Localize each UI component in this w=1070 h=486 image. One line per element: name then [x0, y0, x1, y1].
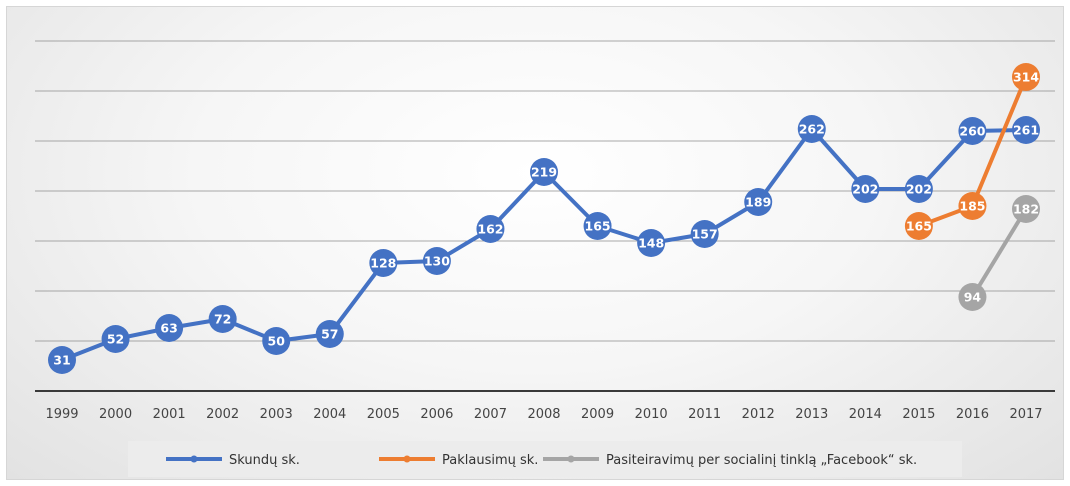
legend-entry-label: Pasiteiravimų per socialinį tinklą „Face… [606, 453, 917, 468]
x-tick-label: 2016 [956, 407, 989, 422]
data-label: 314 [1013, 70, 1039, 85]
x-tick-label: 2001 [153, 407, 186, 422]
x-tick-label: 2005 [367, 407, 400, 422]
x-tick-label: 2004 [313, 407, 346, 422]
data-point [315, 320, 344, 348]
data-label: 128 [370, 256, 396, 271]
gridlines [35, 40, 1055, 342]
data-label: 72 [214, 312, 231, 327]
data-label: 50 [268, 334, 286, 349]
data-point [476, 215, 505, 243]
x-tick-label: 2013 [795, 407, 828, 422]
legend-entry-label: Skundų sk. [229, 453, 300, 468]
data-label: 260 [959, 124, 985, 139]
data-label: 182 [1013, 202, 1039, 217]
x-tick-label: 2008 [527, 407, 560, 422]
legend-swatch-marker [190, 455, 198, 463]
series-lines [61, 76, 1028, 362]
data-point [583, 212, 612, 240]
data-label: 148 [638, 236, 664, 251]
data-point [262, 327, 291, 355]
x-tick-label: 2002 [206, 407, 239, 422]
data-label: 261 [1013, 123, 1039, 138]
data-label: 165 [585, 219, 611, 234]
data-label: 162 [477, 222, 503, 237]
x-tick-label: 2007 [474, 407, 507, 422]
data-point [369, 249, 398, 277]
data-label: 202 [852, 182, 878, 197]
x-tick-label: 2014 [849, 407, 882, 422]
x-tick-label: 2000 [99, 407, 132, 422]
x-tick-label: 2011 [688, 407, 721, 422]
data-point [1012, 116, 1040, 144]
legend: Skundų sk. Paklausimų sk. Pasiteiravimų pe… [128, 441, 962, 477]
x-tick-label: 2017 [1009, 407, 1042, 422]
legend-entry-label: Paklausimų sk. [442, 453, 538, 468]
data-label: 219 [531, 165, 557, 180]
x-tick-label: 2012 [742, 407, 775, 422]
data-point [958, 192, 987, 220]
data-point [958, 117, 987, 145]
data-point [637, 229, 666, 257]
data-point [422, 247, 451, 275]
x-tick-label: 2006 [420, 407, 453, 422]
data-point [48, 346, 76, 374]
data-point [851, 175, 880, 203]
data-point [1012, 195, 1040, 223]
data-label: 157 [692, 227, 718, 242]
data-point [904, 212, 933, 240]
data-point [904, 175, 933, 203]
data-point [797, 115, 826, 143]
data-point [208, 305, 237, 333]
data-point [744, 188, 773, 216]
x-tick-labels: 1999 2000 2001 2002 2003 2004 2005 2006 2007 2008… [45, 407, 1042, 422]
data-label: 202 [906, 182, 932, 197]
data-point [1012, 63, 1040, 91]
x-tick-label: 2010 [635, 407, 668, 422]
data-label: 185 [959, 199, 985, 214]
x-tick-label: 2015 [902, 407, 935, 422]
data-point [155, 314, 184, 342]
data-label: 189 [745, 195, 771, 210]
data-point [101, 325, 130, 353]
data-point [530, 158, 558, 186]
x-tick-label: 2009 [581, 407, 614, 422]
legend-swatch-marker [567, 455, 575, 463]
x-tick-label: 1999 [45, 407, 78, 422]
x-tick-label: 2003 [260, 407, 293, 422]
data-point [958, 283, 987, 311]
data-label: 31 [53, 353, 70, 368]
data-label: 262 [799, 122, 825, 137]
data-label: 57 [321, 327, 338, 342]
legend-swatch-marker [403, 455, 411, 463]
data-label: 94 [964, 290, 982, 305]
data-label: 52 [107, 332, 124, 347]
chart-area [6, 6, 1064, 480]
series-line-3 [970, 207, 1028, 299]
data-label: 130 [424, 254, 450, 269]
data-point [690, 220, 719, 248]
data-label: 63 [160, 321, 177, 336]
data-label: 165 [906, 219, 932, 234]
data-points: 31 52 63 72 50 57 128 130 162 219 165 148 157 189 262 2… [48, 63, 1040, 374]
